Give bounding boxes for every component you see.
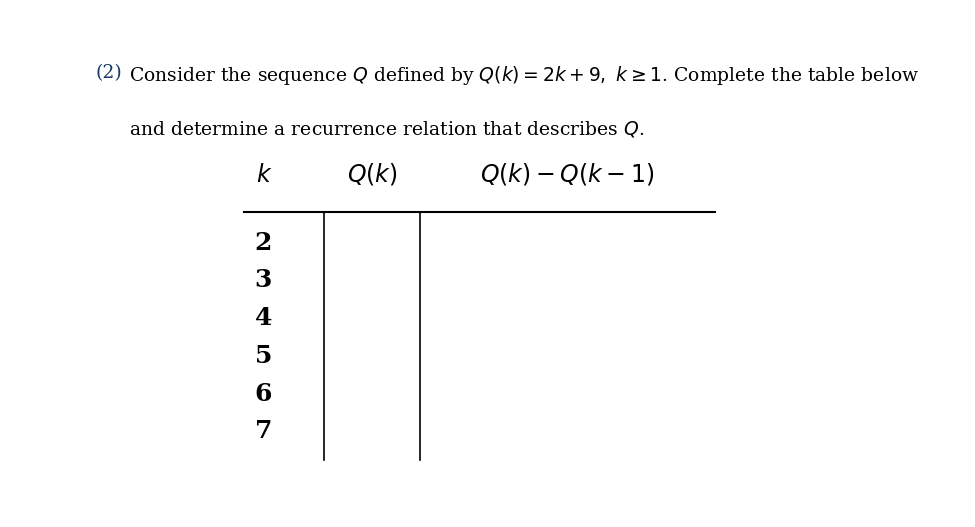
Text: 4: 4	[254, 306, 272, 330]
Text: 7: 7	[254, 419, 272, 443]
Text: 6: 6	[254, 382, 272, 405]
Text: $Q(k) - Q(k-1)$: $Q(k) - Q(k-1)$	[481, 161, 655, 188]
Text: 2: 2	[254, 230, 272, 255]
Text: $k$: $k$	[255, 163, 272, 188]
Text: Consider the sequence $Q$ defined by $Q(k) = 2k+9,\ k \geq 1$. Complete the tabl: Consider the sequence $Q$ defined by $Q(…	[129, 64, 918, 87]
Text: and determine a recurrence relation that describes $Q$.: and determine a recurrence relation that…	[129, 119, 644, 139]
Text: $Q(k)$: $Q(k)$	[346, 161, 397, 188]
Text: (2): (2)	[96, 64, 123, 82]
Text: 5: 5	[254, 344, 272, 368]
Text: 3: 3	[254, 268, 272, 292]
